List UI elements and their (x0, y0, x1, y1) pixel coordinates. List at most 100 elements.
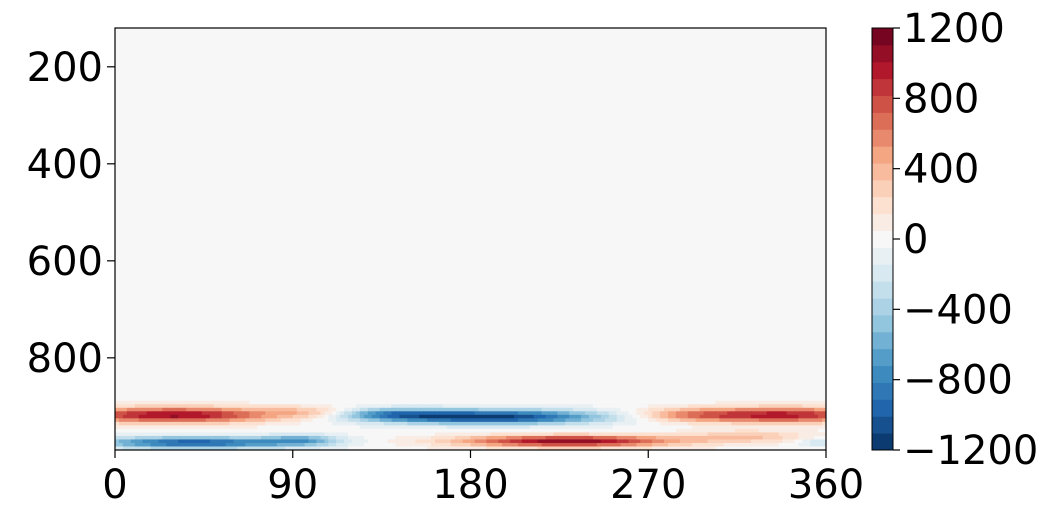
heatmap-cell (525, 73, 531, 78)
heatmap-cell (589, 70, 594, 75)
heatmap-cell (723, 56, 728, 61)
heatmap-cell (126, 80, 132, 85)
heatmap-cell (671, 101, 677, 106)
heatmap-cell (431, 59, 436, 64)
heatmap-cell (549, 73, 555, 78)
heatmap-cell (510, 56, 515, 61)
heatmap-cell (778, 101, 784, 106)
heatmap-cell (806, 119, 811, 124)
heatmap-cell (604, 94, 610, 99)
heatmap-cell (352, 31, 357, 36)
heatmap-cell (391, 122, 397, 128)
heatmap-cell (352, 52, 357, 57)
heatmap-cell (486, 52, 491, 57)
heatmap-cell (668, 49, 673, 54)
heatmap-cell (632, 59, 637, 64)
heatmap-cell (577, 77, 582, 82)
heatmap-cell (715, 42, 720, 47)
heatmap-cell (395, 42, 400, 47)
heatmap-cell (348, 84, 353, 89)
heatmap-cell (735, 28, 740, 33)
heatmap-cell (197, 59, 203, 64)
heatmap-cell (304, 35, 310, 40)
heatmap-cell (213, 91, 219, 96)
heatmap-cell (798, 73, 803, 78)
heatmap-cell (806, 42, 811, 47)
heatmap-cell (648, 70, 653, 75)
heatmap-cell (632, 98, 637, 103)
heatmap-cell (624, 94, 630, 99)
heatmap-cell (513, 31, 519, 36)
heatmap-cell (624, 66, 630, 71)
heatmap-cell (715, 73, 720, 78)
heatmap-cell (533, 49, 539, 54)
heatmap-cell (118, 98, 124, 103)
heatmap-cell (486, 42, 491, 47)
heatmap-cell (363, 66, 369, 71)
heatmap-cell (399, 66, 404, 71)
heatmap-cell (276, 84, 282, 89)
heatmap-cell (296, 52, 302, 57)
heatmap-cell (229, 112, 235, 117)
heatmap-cell (134, 56, 140, 61)
heatmap-cell (549, 52, 555, 57)
heatmap-cell (640, 119, 645, 124)
heatmap-cell (711, 91, 716, 96)
heatmap-cell (486, 112, 491, 117)
heatmap-cell (498, 45, 503, 50)
heatmap-cell (604, 108, 610, 113)
heatmap-cell (134, 77, 140, 82)
heatmap-cell (581, 49, 586, 54)
heatmap-cell (624, 52, 630, 57)
heatmap-cell (320, 70, 325, 75)
heatmap-cell (553, 49, 558, 54)
heatmap-cell (178, 73, 183, 78)
heatmap-cell (387, 105, 393, 110)
heatmap-cell (750, 77, 756, 82)
heatmap-cell (592, 119, 598, 124)
heatmap-cell (818, 35, 823, 40)
heatmap-cell (284, 77, 290, 82)
heatmap-cell (758, 38, 764, 43)
heatmap-cell (573, 56, 578, 61)
heatmap-cell (620, 66, 626, 71)
heatmap-cell (739, 63, 744, 68)
heatmap-cell (122, 31, 128, 36)
heatmap-cell (122, 52, 128, 57)
heatmap-cell (695, 63, 701, 68)
heatmap-cell (719, 115, 724, 121)
heatmap-cell (502, 52, 507, 57)
heatmap-cell (411, 98, 416, 103)
heatmap-cell (707, 108, 713, 113)
heatmap-cell (284, 59, 290, 64)
heatmap-cell (660, 84, 665, 89)
heatmap-cell (348, 38, 353, 43)
heatmap-cell (292, 35, 298, 40)
heatmap-cell (573, 105, 578, 110)
heatmap-cell (640, 70, 645, 75)
heatmap-cell (521, 28, 527, 33)
heatmap-cell (336, 38, 341, 43)
heatmap-cell (170, 115, 175, 121)
heatmap-cell (217, 119, 223, 124)
heatmap-cell (379, 112, 385, 117)
heatmap-cell (375, 87, 381, 92)
heatmap-cell (237, 91, 242, 96)
heatmap-cell (423, 112, 428, 117)
heatmap-cell (229, 52, 235, 57)
heatmap-cell (470, 28, 476, 33)
heatmap-cell (687, 98, 693, 103)
heatmap-cell (727, 98, 732, 103)
heatmap-cell (723, 63, 728, 68)
heatmap-cell (395, 35, 400, 40)
heatmap-cell (553, 105, 558, 110)
heatmap-cell (545, 56, 551, 61)
heatmap-cell (288, 52, 294, 57)
heatmap-cell (245, 42, 250, 47)
heatmap-cell (126, 42, 132, 47)
heatmap-cell (687, 94, 693, 99)
heatmap-cell (419, 87, 424, 92)
heatmap-cell (438, 45, 444, 50)
heatmap-cell (561, 84, 566, 89)
heatmap-cell (118, 101, 124, 106)
